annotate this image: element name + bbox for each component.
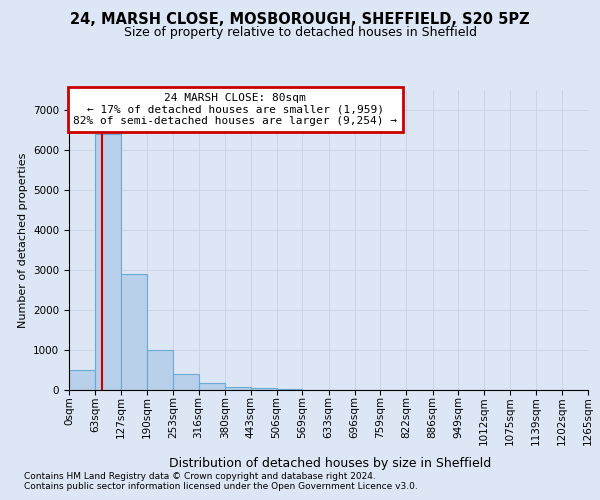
Text: Size of property relative to detached houses in Sheffield: Size of property relative to detached ho… (124, 26, 476, 39)
Bar (251, 388, 277, 390)
Bar (199, 383, 225, 390)
Bar (121, 274, 147, 390)
Bar (277, 389, 302, 390)
Y-axis label: Number of detached properties: Number of detached properties (17, 152, 28, 328)
Bar (147, 350, 173, 390)
Bar (69, 370, 95, 390)
Text: Distribution of detached houses by size in Sheffield: Distribution of detached houses by size … (169, 458, 491, 470)
Bar (225, 387, 251, 390)
Text: 24 MARSH CLOSE: 80sqm
← 17% of detached houses are smaller (1,959)
82% of semi-d: 24 MARSH CLOSE: 80sqm ← 17% of detached … (73, 93, 397, 126)
Text: Contains public sector information licensed under the Open Government Licence v3: Contains public sector information licen… (24, 482, 418, 491)
Text: 24, MARSH CLOSE, MOSBOROUGH, SHEFFIELD, S20 5PZ: 24, MARSH CLOSE, MOSBOROUGH, SHEFFIELD, … (70, 12, 530, 28)
Bar (95, 134, 121, 390)
Text: Contains HM Land Registry data © Crown copyright and database right 2024.: Contains HM Land Registry data © Crown c… (24, 472, 376, 481)
Bar (173, 374, 199, 390)
